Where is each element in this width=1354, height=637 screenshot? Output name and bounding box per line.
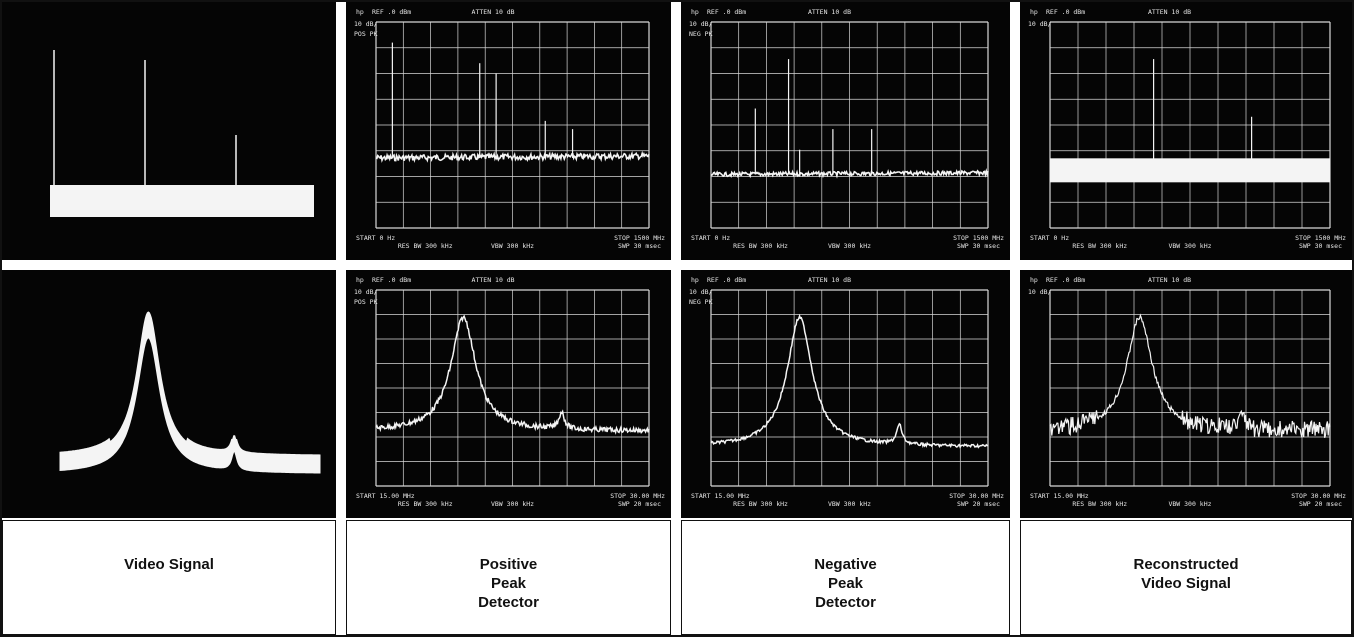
- screen-annotation: VBW 300 kHz: [491, 500, 534, 508]
- screen-annotation: 10 dB/: [1028, 20, 1052, 28]
- screen-annotation: RES BW 300 kHz: [398, 242, 453, 250]
- panel-positive-peak-zoom: hp REF .0 dBm ATTEN 10 dB 10 dB/POS PK START…: [346, 270, 671, 518]
- neg-peak-wide-screen: hp REF .0 dBm ATTEN 10 dB 10 dB/NEG PK START…: [689, 8, 1004, 250]
- screen-annotation: ATTEN 10 dB: [808, 276, 851, 284]
- noise-trace: [710, 168, 989, 179]
- caption-line: Video Signal: [124, 556, 214, 573]
- screen-annotation: hp: [356, 276, 364, 284]
- screen-annotation: POS PK: [354, 298, 378, 306]
- signal-trace: [375, 314, 650, 435]
- screen-annotation: REF .0 dBm: [372, 8, 411, 16]
- signal-trace: [1049, 313, 1331, 438]
- panel-reconstructed-spectrum: hp REF .0 dBm ATTEN 10 dB 10 dB/START 0 Hz S…: [1020, 2, 1352, 260]
- video-envelope: [59, 311, 321, 474]
- caption-line: Reconstructed: [1133, 556, 1239, 573]
- screen-annotation: SWP 30 msec: [618, 242, 661, 250]
- screen-annotation: hp: [1030, 8, 1038, 16]
- screen-annotation: START 0 Hz: [691, 234, 730, 242]
- screen-annotation: STOP 1500 MHz: [614, 234, 665, 242]
- screen-annotation: RES BW 300 kHz: [1072, 242, 1127, 250]
- screen-annotation: hp: [1030, 276, 1038, 284]
- screen-annotation: ATTEN 10 dB: [1148, 276, 1191, 284]
- screen-annotation: STOP 1500 MHz: [953, 234, 1004, 242]
- panel-negative-peak-spectrum: hp REF .0 dBm ATTEN 10 dB 10 dB/NEG PK START…: [681, 2, 1010, 260]
- screen-annotation: ATTEN 10 dB: [472, 276, 515, 284]
- caption-line: Detector: [815, 594, 876, 611]
- caption-positive-peak-detector: Positive Peak Detector: [346, 520, 671, 635]
- noise-band: [1050, 158, 1330, 183]
- screen-annotation: REF .0 dBm: [707, 8, 746, 16]
- screen-annotation: REF .0 dBm: [707, 276, 746, 284]
- screen-annotation: REF .0 dBm: [372, 276, 411, 284]
- screen-annotation: START 15.00 MHz: [1030, 492, 1089, 500]
- caption-line: Positive: [479, 556, 538, 573]
- screen-annotation: SWP 20 msec: [1299, 500, 1342, 508]
- recon-zoom-screen: hp REF .0 dBm ATTEN 10 dB 10 dB/START 15.00…: [1028, 276, 1346, 508]
- video-signal-spectrum-trace: [50, 50, 314, 217]
- screen-annotation: RES BW 300 kHz: [733, 242, 788, 250]
- caption-line: Video Signal: [1141, 575, 1231, 592]
- screen-annotation: hp: [691, 8, 699, 16]
- screen-annotation: 10 dB/: [689, 20, 713, 28]
- screen-annotation: RES BW 300 kHz: [733, 500, 788, 508]
- screen-annotation: VBW 300 kHz: [1168, 242, 1211, 250]
- screen-annotation: hp: [691, 276, 699, 284]
- screen-annotation: START 0 Hz: [356, 234, 395, 242]
- caption-negative-peak-detector: Negative Peak Detector: [681, 520, 1010, 635]
- caption-line: Negative: [814, 556, 877, 573]
- video-signal-zoom-trace: [59, 311, 321, 474]
- screen-annotation: VBW 300 kHz: [828, 242, 871, 250]
- pos-peak-zoom-screen: hp REF .0 dBm ATTEN 10 dB 10 dB/POS PK START…: [354, 276, 665, 508]
- screen-annotation: START 15.00 MHz: [691, 492, 750, 500]
- caption-line: Peak: [827, 575, 864, 592]
- screen-annotation: REF .0 dBm: [1046, 8, 1085, 16]
- screen-annotation: ATTEN 10 dB: [472, 8, 515, 16]
- screen-annotation: STOP 30.00 MHz: [610, 492, 665, 500]
- panel-negative-peak-zoom: hp REF .0 dBm ATTEN 10 dB 10 dB/NEG PK START…: [681, 270, 1010, 518]
- screen-annotation: START 0 Hz: [1030, 234, 1069, 242]
- recon-wide-screen: hp REF .0 dBm ATTEN 10 dB 10 dB/START 0 Hz S…: [1028, 8, 1346, 250]
- panel-video-signal-zoom: [2, 270, 336, 518]
- screen-annotation: SWP 20 msec: [618, 500, 661, 508]
- screen-annotation: NEG PK: [689, 298, 713, 306]
- caption-line: Peak: [490, 575, 527, 592]
- screen-annotation: NEG PK: [689, 30, 713, 38]
- panel-video-signal-spectrum: [2, 2, 336, 260]
- screen-annotation: 10 dB/: [354, 288, 378, 296]
- noise-band: [50, 185, 314, 217]
- screen-annotation: VBW 300 kHz: [491, 242, 534, 250]
- screen-annotation: STOP 1500 MHz: [1295, 234, 1346, 242]
- screen-annotation: SWP 30 msec: [1299, 242, 1342, 250]
- screen-annotation: 10 dB/: [1028, 288, 1052, 296]
- caption-reconstructed-video-signal: Reconstructed Video Signal: [1020, 520, 1352, 635]
- screen-annotation: STOP 30.00 MHz: [949, 492, 1004, 500]
- screen-annotation: RES BW 300 kHz: [398, 500, 453, 508]
- screen-annotation: SWP 30 msec: [957, 242, 1000, 250]
- panel-positive-peak-spectrum: hp REF .0 dBm ATTEN 10 dB 10 dB/POS PK START…: [346, 2, 671, 260]
- screen-annotation: STOP 30.00 MHz: [1291, 492, 1346, 500]
- signal-trace: [710, 313, 989, 449]
- screen-annotation: ATTEN 10 dB: [1148, 8, 1191, 16]
- screen-annotation: hp: [356, 8, 364, 16]
- noise-trace: [375, 150, 650, 163]
- screen-annotation: 10 dB/: [689, 288, 713, 296]
- pos-peak-wide-screen: hp REF .0 dBm ATTEN 10 dB 10 dB/POS PK START…: [354, 8, 665, 250]
- screen-annotation: VBW 300 kHz: [1168, 500, 1211, 508]
- screen-annotation: REF .0 dBm: [1046, 276, 1085, 284]
- screen-annotation: ATTEN 10 dB: [808, 8, 851, 16]
- screen-annotation: 10 dB/: [354, 20, 378, 28]
- screen-annotation: VBW 300 kHz: [828, 500, 871, 508]
- screen-annotation: POS PK: [354, 30, 378, 38]
- screen-annotation: RES BW 300 kHz: [1072, 500, 1127, 508]
- screen-annotation: START 15.00 MHz: [356, 492, 415, 500]
- screen-annotation: SWP 20 msec: [957, 500, 1000, 508]
- panel-reconstructed-zoom: hp REF .0 dBm ATTEN 10 dB 10 dB/START 15.00…: [1020, 270, 1352, 518]
- neg-peak-zoom-screen: hp REF .0 dBm ATTEN 10 dB 10 dB/NEG PK START…: [689, 276, 1004, 508]
- caption-line: Detector: [478, 594, 539, 611]
- caption-video-signal: Video Signal: [2, 520, 336, 635]
